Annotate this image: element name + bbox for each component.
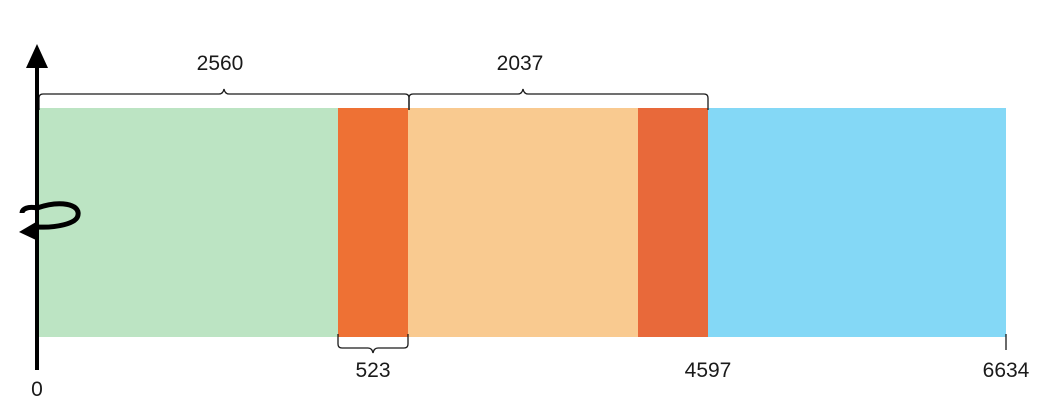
origin-label: 0 bbox=[31, 378, 43, 401]
top-label-span-2: 2037 bbox=[497, 52, 544, 75]
top-label-span-1: 2560 bbox=[197, 52, 244, 75]
bottom-label-2: 4597 bbox=[685, 359, 732, 382]
region-orange-right bbox=[638, 108, 708, 337]
region-blue bbox=[708, 108, 1006, 337]
brace-bottom bbox=[337, 334, 409, 354]
bottom-label-3: 6634 bbox=[983, 359, 1030, 382]
brace-top-right bbox=[408, 88, 709, 110]
bottom-label-1: 523 bbox=[355, 359, 390, 382]
brace-top-left bbox=[38, 88, 410, 110]
region-green bbox=[37, 108, 338, 337]
region-peach bbox=[408, 108, 638, 337]
rotation-arrow-icon bbox=[19, 201, 81, 240]
region-orange-left bbox=[338, 108, 408, 337]
upward-arrow-icon bbox=[26, 44, 48, 68]
